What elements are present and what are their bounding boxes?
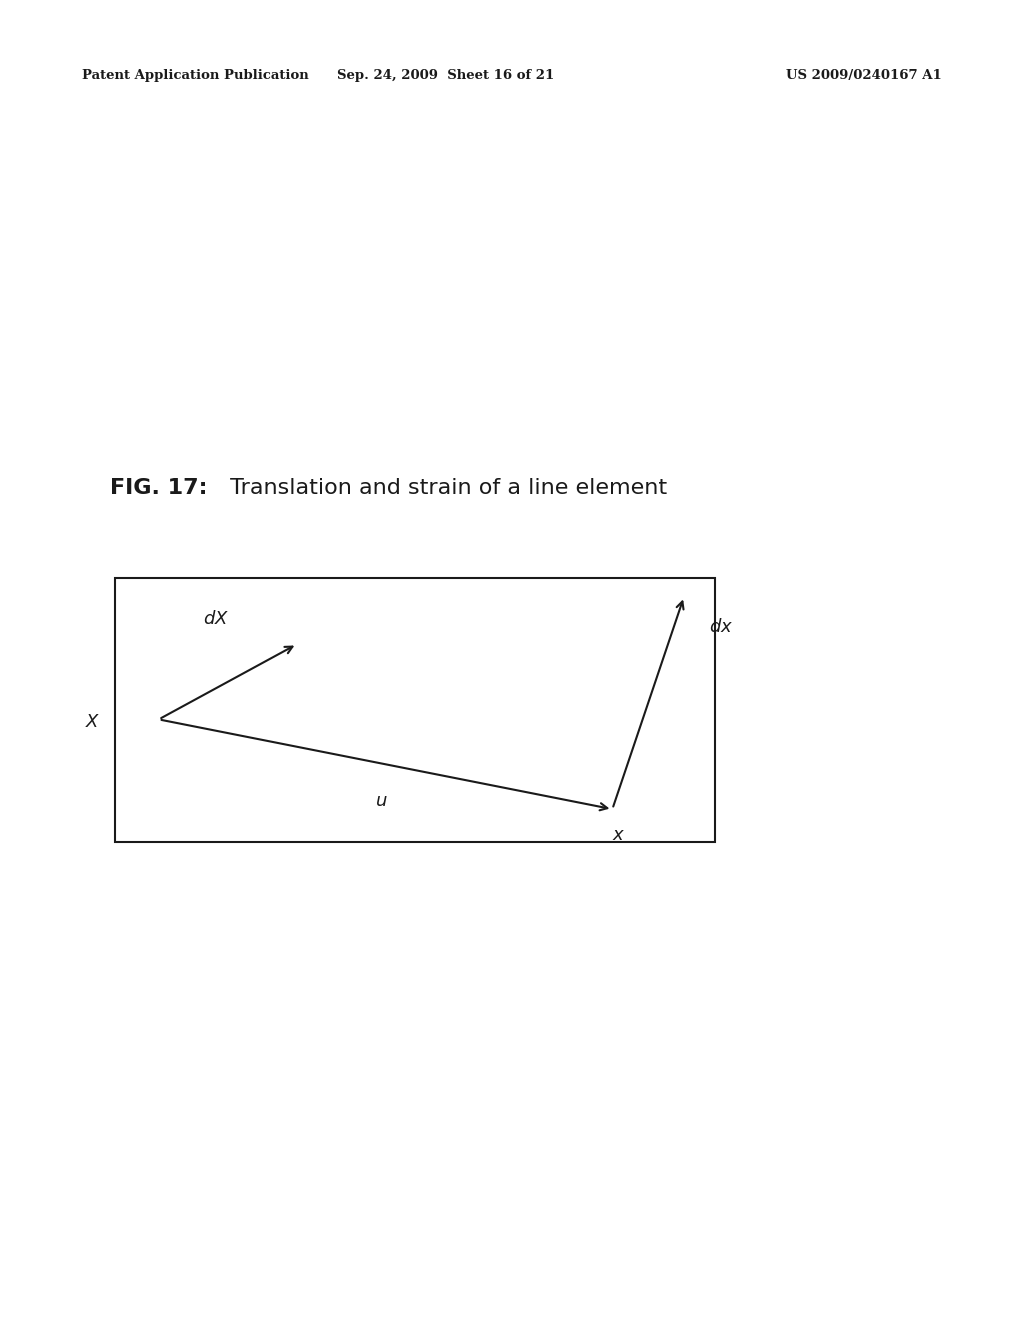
Text: $x$: $x$ — [612, 826, 626, 845]
Text: $u$: $u$ — [375, 792, 387, 810]
Text: FIG. 17:: FIG. 17: — [110, 478, 207, 499]
Text: $X$: $X$ — [85, 713, 100, 731]
Text: Patent Application Publication: Patent Application Publication — [82, 69, 308, 82]
Text: $dX$: $dX$ — [203, 610, 228, 628]
Text: Sep. 24, 2009  Sheet 16 of 21: Sep. 24, 2009 Sheet 16 of 21 — [337, 69, 554, 82]
Text: $dx$: $dx$ — [709, 618, 733, 636]
Text: US 2009/0240167 A1: US 2009/0240167 A1 — [786, 69, 942, 82]
Text: Translation and strain of a line element: Translation and strain of a line element — [223, 478, 668, 499]
Bar — [115, 578, 715, 842]
